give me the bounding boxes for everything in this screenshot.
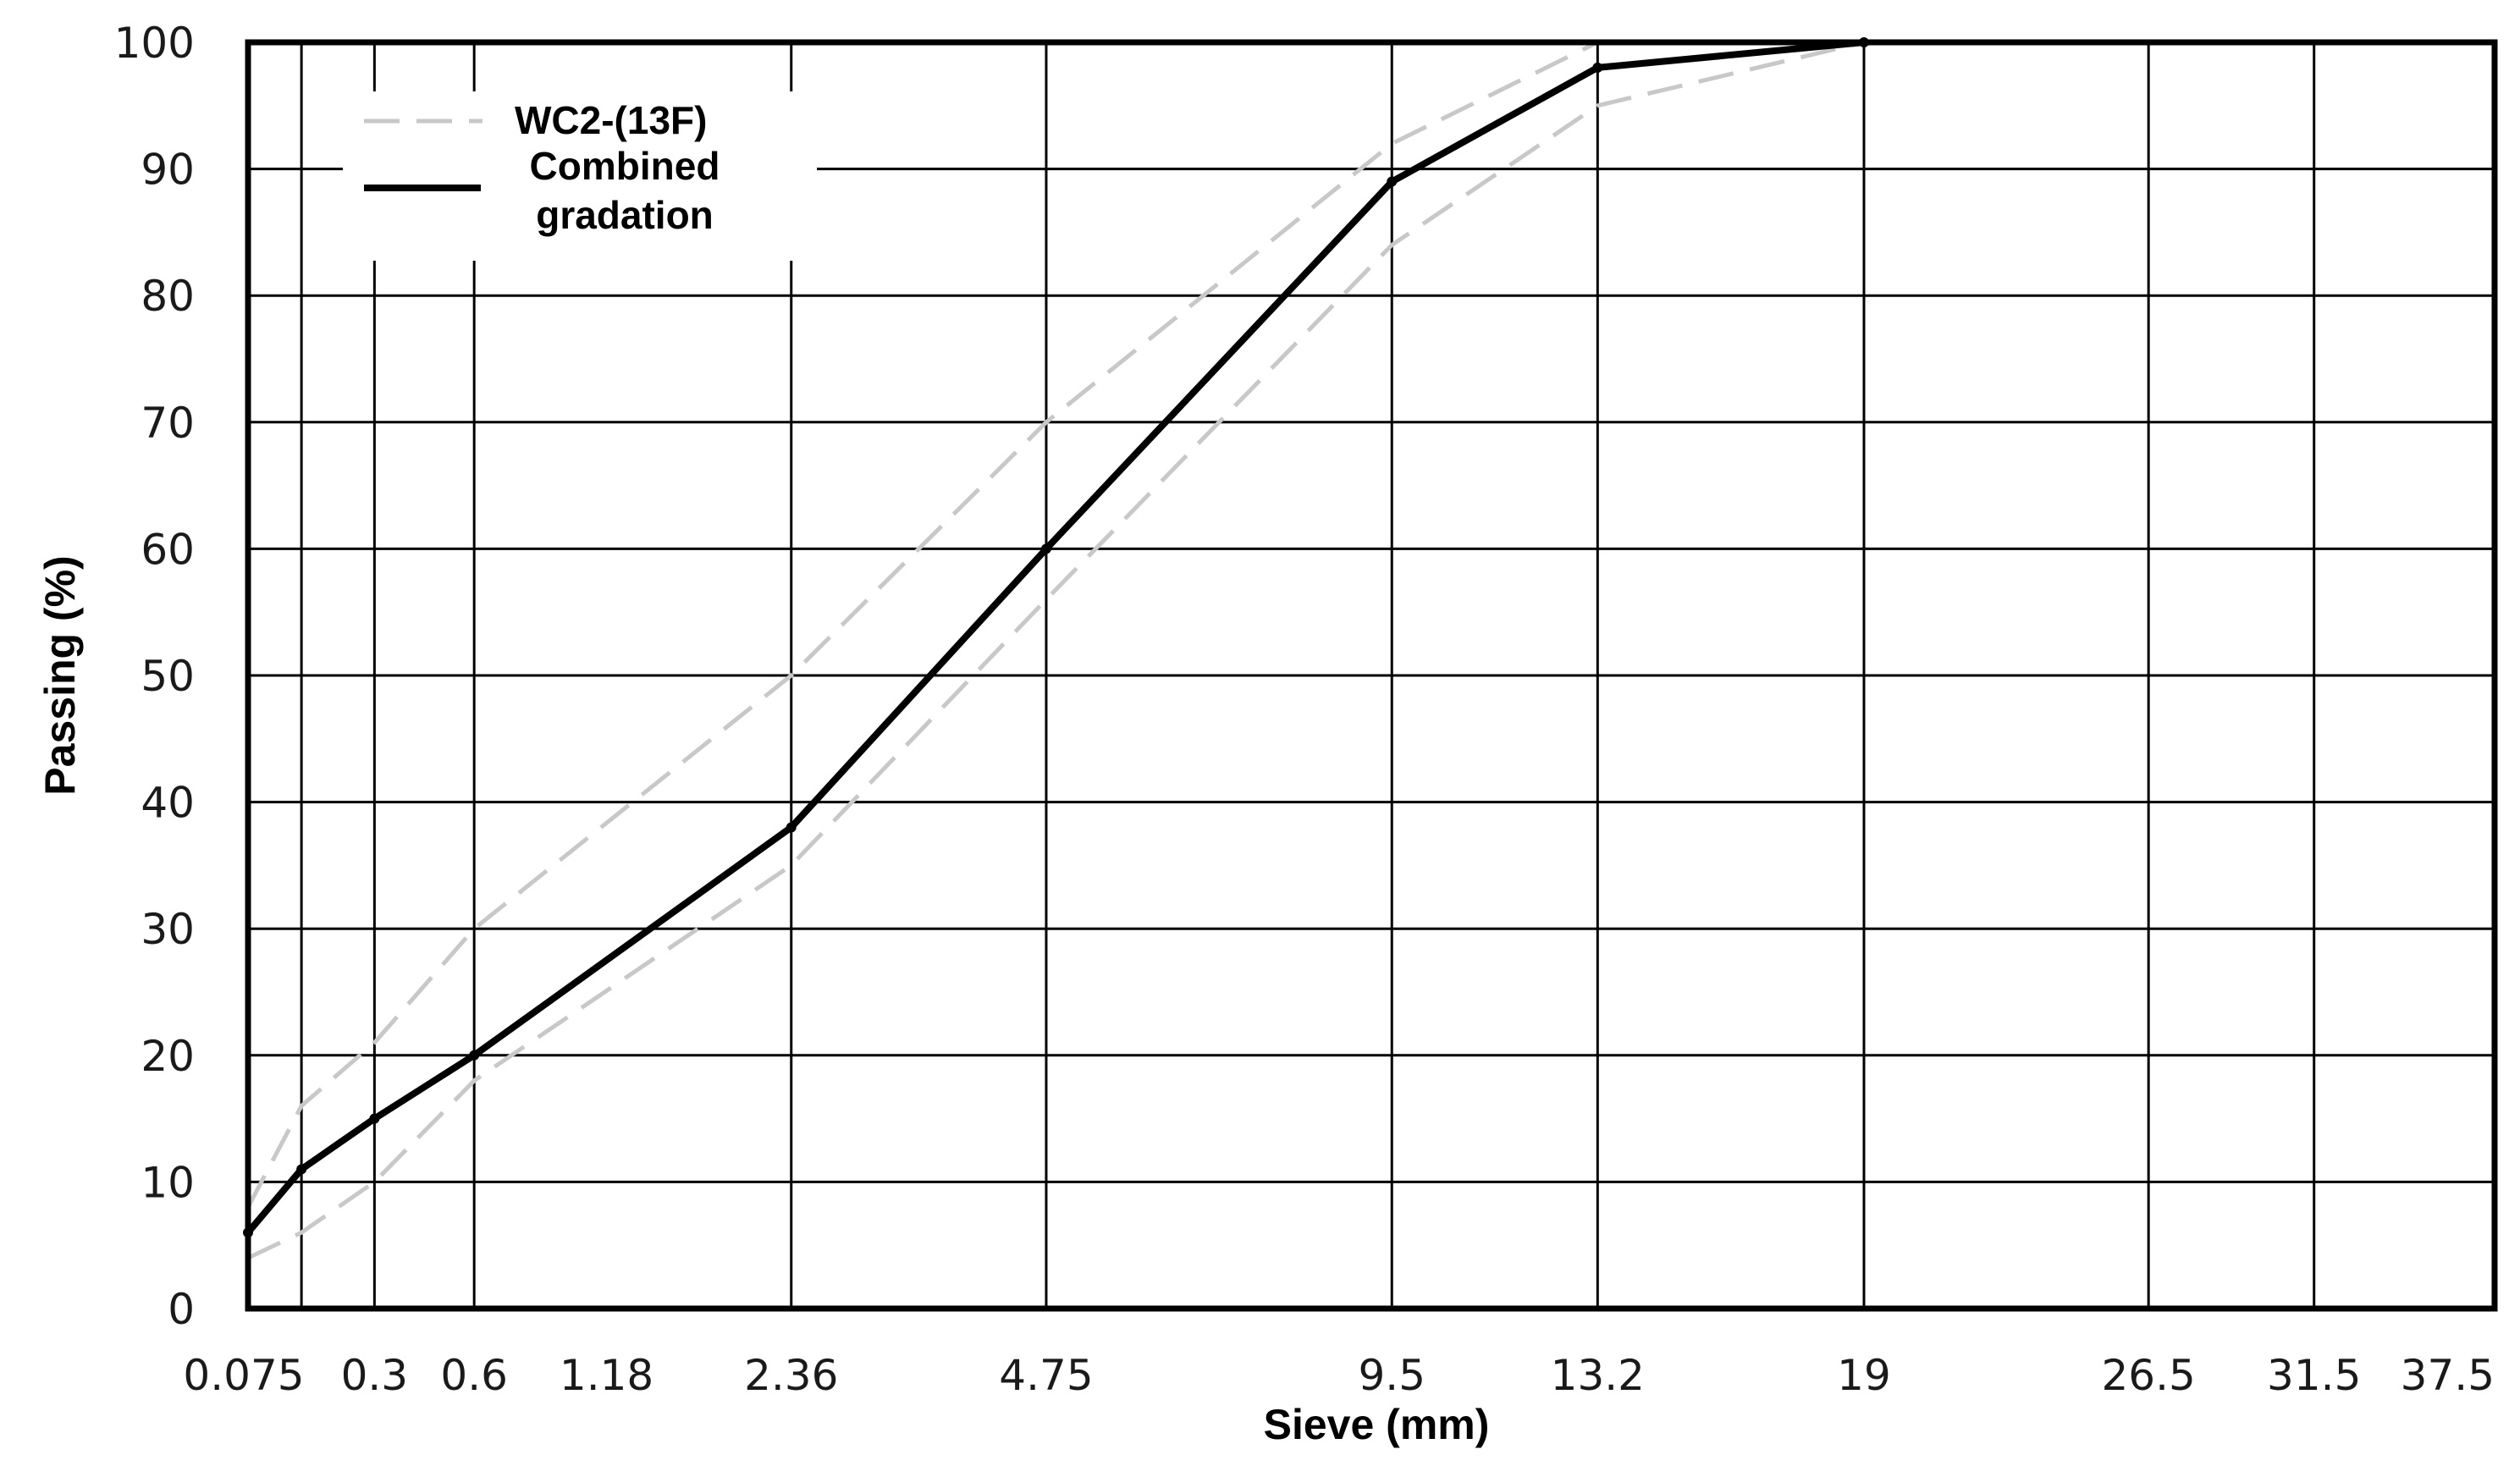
- y-tick-label-7: 70: [141, 399, 195, 448]
- x-tick-label-10: 31.5: [2267, 1351, 2361, 1400]
- x-tick-label-6: 9.5: [1358, 1351, 1425, 1400]
- plot-frame: [245, 39, 2498, 1312]
- x-axis-ticks: 0.075 0.3 0.6 1.18 2.36 4.75 9.5 13.2 19 26.5 31.5…: [183, 1351, 2495, 1400]
- combined-gradation-point-6: [1387, 176, 1398, 187]
- y-axis-ticks: 0 10 20 30 40 50 60 70 80 90 100: [114, 19, 195, 1334]
- y-tick-label-8: 80: [141, 272, 195, 321]
- combined-gradation-point-2: [369, 1113, 380, 1124]
- x-axis-title: Sieve (mm): [1264, 1401, 1490, 1448]
- x-tick-label-7: 13.2: [1551, 1351, 1645, 1400]
- y-tick-label-1: 10: [141, 1158, 195, 1207]
- y-tick-label-10: 100: [114, 19, 195, 68]
- y-tick-label-9: 90: [141, 146, 195, 195]
- y-tick-label-3: 30: [141, 905, 195, 954]
- combined-gradation-point-3: [469, 1050, 480, 1061]
- y-tick-label-6: 60: [141, 525, 195, 574]
- x-tick-label-2: 0.6: [440, 1351, 508, 1400]
- y-tick-label-4: 40: [141, 779, 195, 828]
- legend-label-combined-line2: gradation: [536, 193, 714, 237]
- x-tick-label-5: 4.75: [999, 1351, 1093, 1400]
- x-tick-label-4: 2.36: [744, 1351, 838, 1400]
- legend-label-wc2: WC2-(13F): [515, 98, 707, 142]
- x-tick-label-8: 19: [1837, 1351, 1891, 1400]
- wc2-upper-limit-line: [245, 40, 2495, 1209]
- x-tick-label-1: 0.3: [341, 1351, 409, 1400]
- y-tick-label-5: 50: [141, 652, 195, 701]
- combined-gradation-point-5: [1040, 543, 1051, 554]
- x-tick-label-3: 1.18: [560, 1351, 653, 1400]
- y-axis-title: Passing (%): [36, 555, 84, 795]
- y-tick-label-2: 20: [141, 1032, 195, 1081]
- legend: WC2-(13F) Combined gradation: [343, 91, 817, 261]
- y-tick-label-0: 0: [168, 1285, 195, 1334]
- x-tick-label-9: 26.5: [2102, 1351, 2196, 1400]
- wc2-lower-limit-line: [246, 40, 2495, 1260]
- legend-label-combined-line1: Combined: [530, 144, 720, 188]
- x-tick-label-11: 37.5: [2401, 1351, 2495, 1400]
- combined-gradation-point-7: [1592, 62, 1603, 73]
- combined-gradation-point-1: [296, 1164, 307, 1175]
- combined-gradation-point-4: [786, 822, 797, 833]
- x-tick-label-0: 0.075: [183, 1351, 304, 1400]
